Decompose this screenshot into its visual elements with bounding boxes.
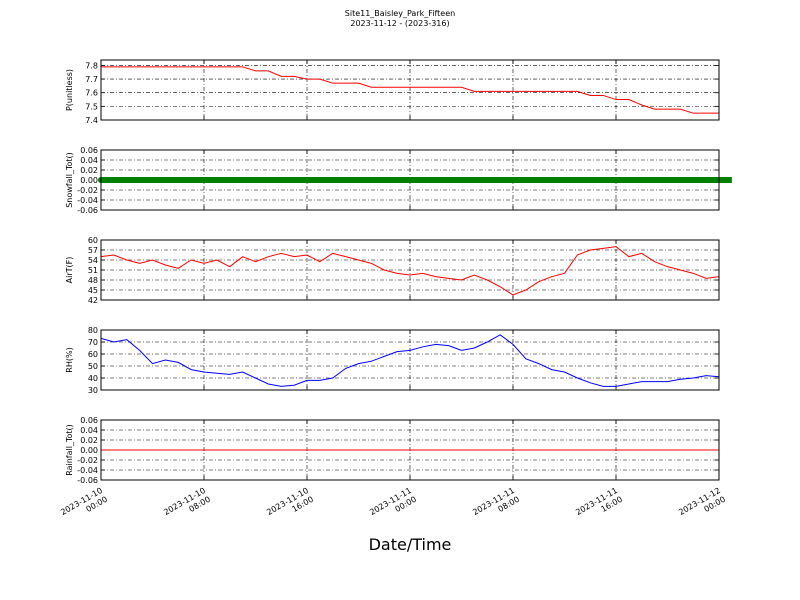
data-point-fill [641, 177, 655, 183]
y-tick-label: 0.06 [80, 416, 98, 425]
axes-frame [100, 329, 720, 391]
data-point-fill [345, 177, 359, 183]
y-tick-label: 57 [88, 246, 98, 255]
y-tick-label: 0.02 [80, 166, 98, 175]
y-tick-label: -0.02 [77, 186, 98, 195]
data-point-fill [178, 177, 192, 183]
data-point-fill [500, 177, 513, 183]
data-point-fill [268, 177, 282, 183]
x-axis-label: Date/Time [369, 535, 452, 554]
axes-frame [100, 59, 720, 121]
data-point-fill [435, 177, 449, 183]
data-point-fill [371, 177, 385, 183]
y-tick-label: -0.04 [77, 466, 98, 475]
data-point-fill [397, 177, 410, 183]
data-point-fill [616, 177, 629, 183]
data-line [100, 334, 720, 387]
data-point-fill [590, 177, 604, 183]
y-tick-label: 0.04 [80, 426, 98, 435]
y-tick-label: -0.06 [77, 206, 98, 215]
y-tick-label: 7.6 [85, 89, 98, 98]
axes-frame [100, 149, 720, 211]
y-tick-label: 7.5 [85, 102, 98, 111]
data-point-fill [693, 177, 707, 183]
y-axis-label: Rainfall_Tot() [65, 424, 74, 476]
data-point-fill [216, 177, 230, 183]
data-point-fill [448, 177, 462, 183]
data-point-fill [422, 177, 436, 183]
y-tick-label: 80 [88, 326, 98, 335]
y-tick-label: 60 [88, 350, 98, 359]
data-point-fill [680, 177, 694, 183]
data-point-fill [564, 177, 578, 183]
data-point-fill [461, 177, 475, 183]
chart-subtitle: 2023-11-12 - (2023-316) [350, 19, 449, 28]
y-tick-label: -0.06 [77, 476, 98, 485]
y-tick-label: 7.8 [85, 61, 98, 70]
data-point-fill [628, 177, 642, 183]
y-tick-label: 54 [88, 256, 98, 265]
data-point-fill [487, 177, 501, 183]
data-point-fill [332, 177, 346, 183]
data-point-fill [706, 177, 719, 183]
data-point-fill [577, 177, 591, 183]
y-axis-label: AirT(F) [65, 257, 74, 284]
y-tick-label: 70 [88, 338, 98, 347]
y-tick-label: -0.02 [77, 456, 98, 465]
axes-frame [100, 239, 720, 301]
data-point-fill [307, 177, 320, 183]
y-tick-label: 60 [88, 236, 98, 245]
y-tick-label: 45 [88, 286, 98, 295]
y-tick-label: 0.04 [80, 156, 98, 165]
y-tick-label: 7.4 [85, 116, 98, 125]
data-point-fill [603, 177, 616, 183]
y-tick-label: 51 [88, 266, 98, 275]
data-point-fill [281, 177, 295, 183]
y-tick-label: 0.06 [80, 146, 98, 155]
data-point-fill [358, 177, 372, 183]
axes-frame [100, 419, 720, 481]
y-tick-label: 0.02 [80, 436, 98, 445]
data-point-fill [667, 177, 681, 183]
data-point-fill [654, 177, 668, 183]
data-point-fill [719, 177, 732, 183]
y-tick-label: 0.00 [80, 446, 98, 455]
data-point-fill [319, 177, 333, 183]
data-point-fill [525, 177, 539, 183]
data-point-fill [152, 177, 166, 183]
data-point-fill [551, 177, 565, 183]
data-point-fill [294, 177, 307, 183]
y-tick-label: -0.04 [77, 196, 98, 205]
data-line [100, 246, 720, 296]
data-point-fill [229, 177, 243, 183]
chart-title: Site11_Baisley_Park_Fifteen [345, 9, 455, 18]
y-axis-label: RH(%) [65, 347, 74, 372]
y-axis-label: P(unitless) [65, 69, 74, 111]
y-tick-label: 7.7 [85, 75, 98, 84]
data-point-fill [513, 177, 526, 183]
data-point-fill [538, 177, 552, 183]
y-tick-label: 50 [88, 362, 98, 371]
data-point-fill [101, 177, 114, 183]
y-tick-label: 42 [88, 296, 98, 305]
data-point-fill [384, 177, 398, 183]
data-point-fill [126, 177, 140, 183]
y-axis-label: Snowfall_Tot() [65, 152, 74, 208]
y-tick-label: 0.00 [80, 176, 98, 185]
data-point-fill [474, 177, 488, 183]
data-point-fill [113, 177, 127, 183]
data-line [101, 66, 719, 114]
data-point-fill [204, 177, 217, 183]
data-point-fill [410, 177, 423, 183]
data-point-fill [165, 177, 179, 183]
data-point-fill [242, 177, 256, 183]
data-point-fill [191, 177, 204, 183]
y-tick-label: 40 [88, 374, 98, 383]
data-point-fill [255, 177, 269, 183]
y-tick-label: 30 [88, 386, 98, 395]
y-tick-label: 48 [88, 276, 98, 285]
data-point-fill [139, 177, 153, 183]
